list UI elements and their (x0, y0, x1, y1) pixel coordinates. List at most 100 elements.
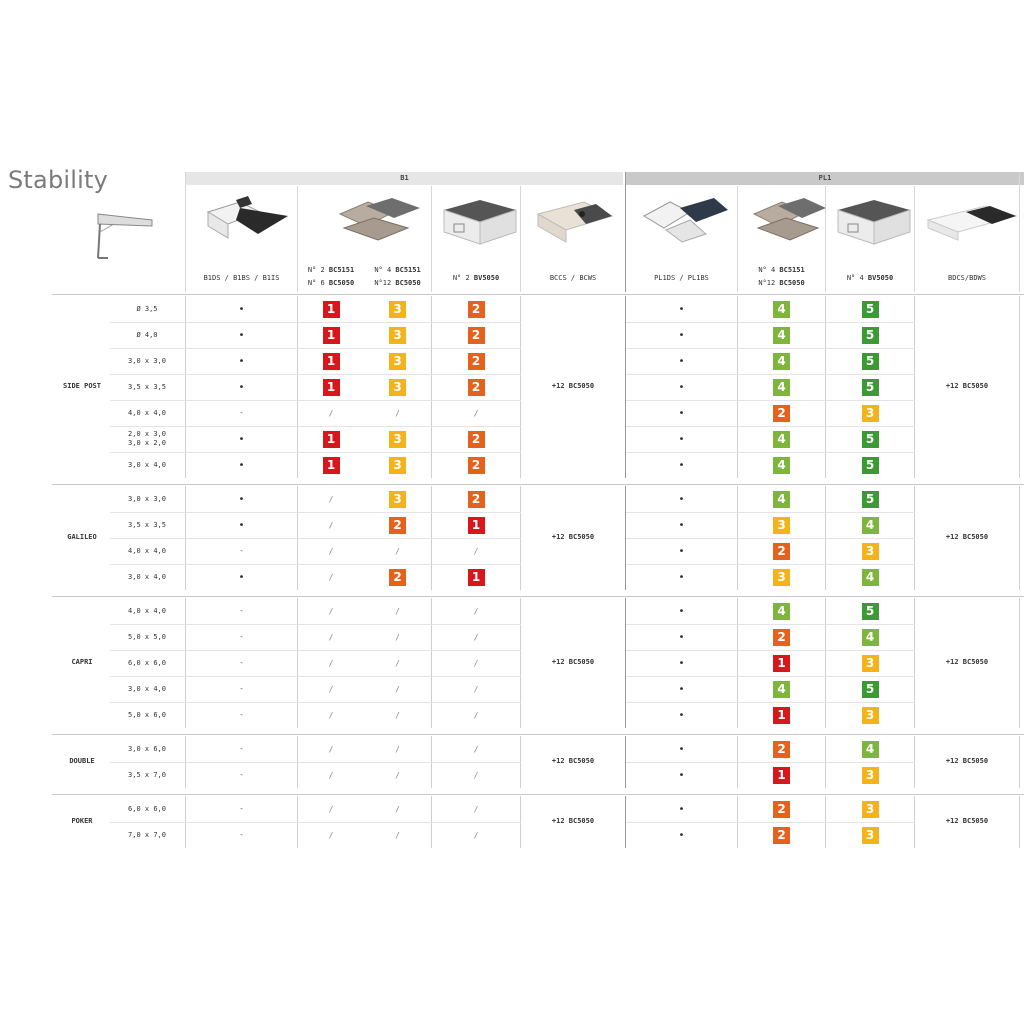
stability-badge: 5 (861, 602, 879, 620)
model-separator (52, 596, 1024, 597)
compatible-dot: • (678, 329, 685, 341)
not-applicable-mark: / (395, 606, 400, 616)
row-line (626, 426, 915, 427)
size-label: 6,0 x 6,0 (128, 658, 166, 667)
row-line (110, 702, 521, 703)
compatible-dot: • (678, 433, 685, 445)
not-applicable-mark: / (328, 572, 334, 582)
stability-badge: 5 (861, 300, 879, 318)
stability-badge: 2 (389, 516, 406, 534)
stability-badge: 3 (389, 326, 406, 344)
stability-badge: 3 (861, 542, 879, 560)
stability-badge: 1 (467, 516, 485, 534)
bdcs-bdws-image (926, 205, 1018, 241)
page-title: Stability (8, 166, 109, 194)
pl1ds-base-image (642, 198, 728, 243)
unavailable-mark: - (239, 804, 244, 813)
column-divider (737, 598, 738, 728)
bv5050-image-2 (837, 200, 911, 245)
not-applicable-mark: / (328, 804, 334, 814)
compatible-dot: • (678, 657, 685, 669)
column-divider (1019, 736, 1020, 788)
model-name: DOUBLE (69, 757, 95, 765)
not-applicable-mark: / (328, 408, 334, 418)
row-line (110, 348, 521, 349)
compatible-dot: • (238, 493, 245, 505)
size-label: 4,0 x 4,0 (128, 546, 166, 555)
row-line (110, 538, 521, 539)
size-label: 3,5 x 3,5 (128, 382, 166, 391)
unavailable-mark: - (239, 658, 244, 667)
not-applicable-mark: / (395, 684, 400, 694)
not-applicable-mark: / (473, 658, 479, 668)
bv5050-image-1 (443, 200, 517, 245)
row-line (110, 426, 521, 427)
not-applicable-mark: / (473, 830, 479, 840)
row-line (110, 650, 521, 651)
row-line (110, 822, 521, 823)
not-applicable-mark: / (395, 658, 400, 668)
unavailable-mark: - (239, 710, 244, 719)
not-applicable-mark: / (328, 770, 334, 780)
size-label: 3,0 x 4,0 (128, 572, 166, 581)
stability-badge: 2 (467, 490, 485, 508)
col-b1ds-label: B1DS / B1BS / B1IS (203, 274, 280, 282)
stability-badge: 5 (861, 326, 879, 344)
unavailable-mark: - (239, 546, 244, 555)
column-divider (520, 598, 521, 728)
column-divider (914, 296, 915, 478)
not-applicable-mark: / (473, 770, 479, 780)
stability-badge: 1 (467, 568, 485, 586)
stability-badge: 2 (773, 826, 790, 844)
size-label: 4,0 x 4,0 (128, 408, 166, 417)
compatible-dot: • (678, 381, 685, 393)
model-separator (52, 294, 1024, 295)
row-line (626, 348, 915, 349)
col-bdcs-label: BDCS/BDWS (948, 274, 986, 282)
not-applicable-mark: / (473, 684, 479, 694)
not-applicable-mark: / (395, 830, 400, 840)
compatible-dot: • (678, 803, 685, 815)
row-line (110, 512, 521, 513)
bccs-extra-weight: +12 BC5050 (551, 817, 595, 825)
compatible-dot: • (678, 519, 685, 531)
stability-badge: 4 (773, 680, 790, 698)
unavailable-mark: - (239, 770, 244, 779)
stability-badge: 4 (773, 352, 790, 370)
stability-badge: 2 (389, 568, 406, 586)
not-applicable-mark: / (395, 770, 400, 780)
unavailable-mark: - (239, 606, 244, 615)
stability-badge: 4 (861, 628, 879, 646)
unavailable-mark: - (239, 632, 244, 641)
stability-badge: 3 (861, 766, 879, 784)
stability-badge: 1 (773, 706, 790, 724)
cantilever-umbrella-icon (97, 213, 153, 259)
not-applicable-mark: / (328, 632, 334, 642)
compatible-dot: • (238, 355, 245, 367)
size-label: 5,0 x 5,0 (128, 632, 166, 641)
row-line (626, 822, 915, 823)
group-header-b1: B1 (186, 172, 623, 185)
col-bccs-label: BCCS / BCWS (549, 274, 597, 282)
bdcs-extra-weight: +12 BC5050 (945, 382, 989, 390)
compatible-dot: • (678, 493, 685, 505)
model-separator (52, 484, 1024, 485)
not-applicable-mark: / (395, 744, 400, 754)
not-applicable-mark: / (328, 710, 334, 720)
model-name: SIDE POST (63, 382, 101, 390)
stability-badge: 3 (861, 826, 879, 844)
compatible-dot: • (238, 433, 245, 445)
compatible-dot: • (238, 329, 245, 341)
stability-badge: 3 (861, 654, 879, 672)
bccs-extra-weight: +12 BC5050 (551, 382, 595, 390)
row-line (110, 762, 521, 763)
stability-badge: 3 (861, 800, 879, 818)
compatible-dot: • (678, 631, 685, 643)
col-bc-n4-label: N° 4 BC5151 N°12 BC5050 (374, 266, 421, 287)
col-bc-pl-label: N° 4 BC5151 N°12 BC5050 (758, 266, 805, 287)
stability-badge: 2 (467, 430, 485, 448)
unavailable-mark: - (239, 408, 244, 417)
compatible-dot: • (238, 519, 245, 531)
compatible-dot: • (238, 381, 245, 393)
stability-badge: 5 (861, 680, 879, 698)
